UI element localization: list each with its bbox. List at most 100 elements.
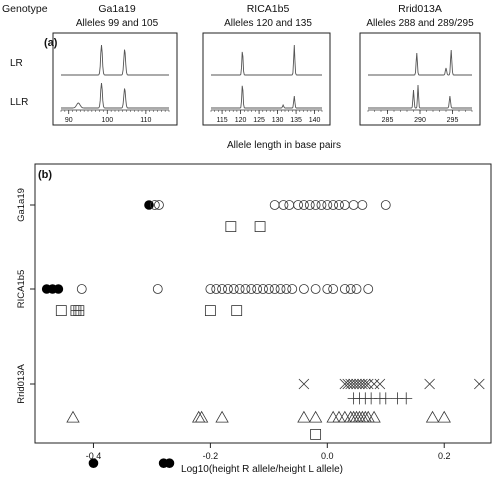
- point-square: [231, 305, 243, 317]
- point-circle: [299, 284, 309, 294]
- point-circle: [228, 284, 239, 294]
- llr-trace: [61, 82, 169, 109]
- trace-tick-label: 90: [65, 117, 73, 124]
- trace-tick-label: 120: [235, 117, 247, 124]
- panel-a: Genotype (a) LR LLR Allele length in bas…: [2, 3, 481, 151]
- point-square: [204, 305, 216, 317]
- y-category-label: Ga1a19: [16, 188, 27, 222]
- llr-trace: [211, 85, 322, 109]
- point-circle: [380, 200, 391, 210]
- point-x: [339, 378, 351, 390]
- point-triangle: [326, 410, 340, 423]
- point-circle: [322, 200, 333, 210]
- point-circle: [345, 284, 356, 294]
- point-circle: [211, 284, 222, 294]
- point-x: [342, 378, 354, 390]
- point-circle: [252, 284, 263, 294]
- point-triangle: [425, 410, 440, 423]
- point-triangle: [194, 410, 209, 423]
- llr-trace: [368, 84, 472, 109]
- point-circle: [348, 200, 359, 210]
- locus-name: RICA1b5: [247, 3, 290, 15]
- point-triangle: [308, 410, 323, 423]
- panel-b: (b) Log10(height R allele/height L allel…: [16, 163, 492, 475]
- lr-trace: [211, 44, 322, 76]
- point-triangle: [66, 410, 80, 423]
- point-filled-circle: [53, 284, 64, 294]
- point-circle: [281, 284, 292, 294]
- point-x: [354, 378, 365, 390]
- trace-tick-label: 135: [290, 117, 302, 124]
- point-triangle: [338, 410, 352, 423]
- x-tick-label: -0.2: [203, 451, 219, 461]
- point-x: [351, 378, 362, 390]
- plot-frame: [34, 163, 492, 444]
- point-triangle: [437, 410, 451, 423]
- point-circle: [357, 200, 368, 210]
- point-circle: [310, 200, 321, 210]
- point-plus: [379, 392, 392, 405]
- point-square: [55, 305, 67, 317]
- point-circle: [240, 284, 251, 294]
- point-square: [254, 221, 266, 233]
- point-circle: [316, 200, 327, 210]
- point-circle: [217, 284, 227, 294]
- point-circle: [363, 284, 374, 294]
- trace-tick-label: 110: [140, 117, 151, 124]
- panel-b-label: (b): [38, 169, 52, 181]
- point-x: [374, 378, 386, 390]
- x-tick-label: 0.2: [438, 451, 451, 461]
- point-x: [362, 378, 374, 390]
- point-circle: [322, 284, 333, 294]
- point-circle: [328, 200, 339, 210]
- point-x: [357, 378, 368, 390]
- point-x: [424, 378, 435, 390]
- trace-tick-label: 125: [253, 117, 265, 124]
- trace-box: [52, 32, 178, 126]
- trace-box: [202, 32, 331, 126]
- point-circle: [339, 284, 350, 294]
- point-circle: [278, 200, 289, 210]
- point-circle: [284, 200, 295, 210]
- point-x: [298, 378, 310, 390]
- point-circle: [275, 284, 286, 294]
- point-circle: [334, 200, 344, 210]
- point-triangle: [332, 410, 346, 423]
- point-filled-circle: [88, 458, 99, 469]
- point-circle: [263, 284, 274, 294]
- trace-tick-label: 285: [382, 117, 394, 124]
- point-circle: [339, 200, 350, 210]
- point-x: [474, 378, 485, 390]
- point-plus: [400, 392, 413, 405]
- panel-a-label: (a): [44, 37, 58, 49]
- panel-a-xlabel: Allele length in base pairs: [227, 140, 341, 151]
- point-square: [310, 428, 322, 440]
- row-label-llr: LLR: [10, 97, 28, 108]
- point-circle: [246, 284, 257, 294]
- trace-tick-label: 130: [272, 117, 284, 124]
- point-x: [348, 378, 359, 390]
- y-category-label: Rrid013A: [16, 364, 27, 404]
- point-circle: [293, 200, 303, 210]
- lr-trace: [61, 44, 169, 76]
- point-circle: [234, 284, 245, 294]
- alleles-text: Alleles 120 and 135: [224, 18, 312, 29]
- point-x: [360, 378, 371, 390]
- trace-tick-label: 140: [309, 117, 321, 124]
- point-x: [345, 378, 356, 390]
- point-x: [368, 378, 380, 390]
- x-tick-label: 0.0: [321, 451, 334, 461]
- point-circle: [205, 284, 216, 294]
- alleles-text: Alleles 288 and 289/295: [366, 18, 474, 29]
- locus-name: Rrid013A: [398, 3, 442, 15]
- point-circle: [223, 284, 233, 294]
- point-triangle: [297, 410, 311, 423]
- lr-trace: [368, 49, 472, 76]
- alleles-text: Alleles 99 and 105: [76, 18, 159, 29]
- point-circle: [304, 200, 315, 210]
- x-tick-label: -0.4: [86, 451, 102, 461]
- point-circle: [154, 200, 164, 210]
- point-circle: [351, 284, 362, 294]
- point-circle: [149, 200, 160, 210]
- trace-tick-label: 295: [447, 117, 459, 124]
